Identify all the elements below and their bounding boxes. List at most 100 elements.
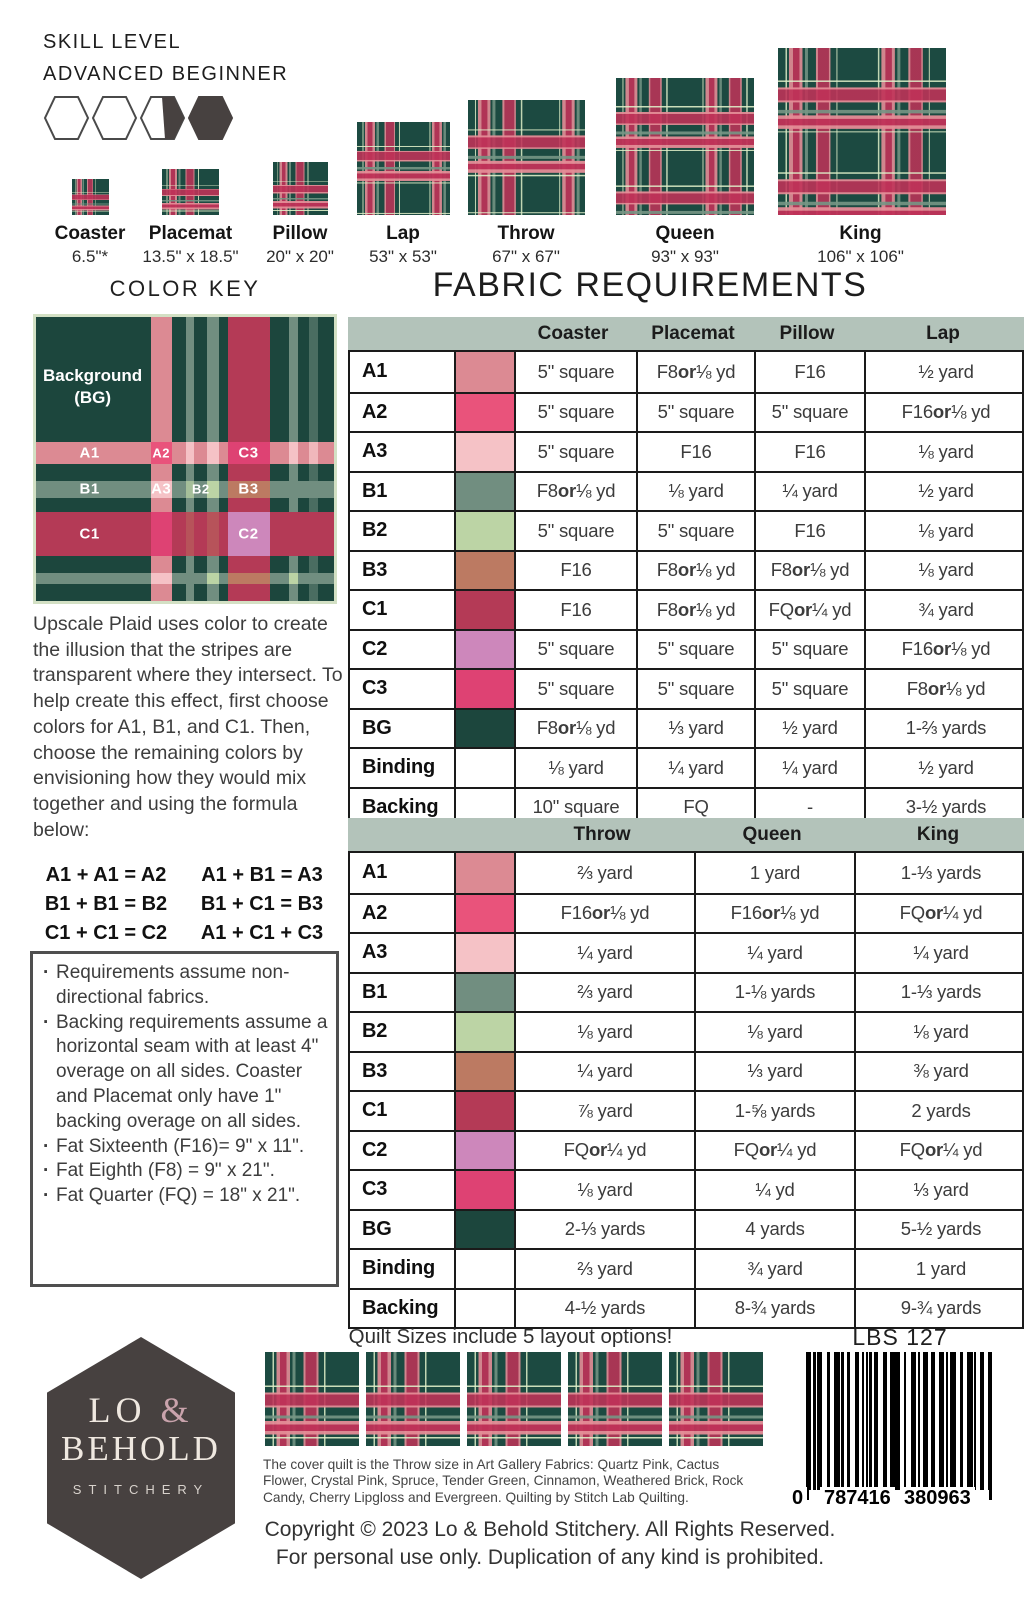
requirement-cell: F8 or ⅛ yd	[864, 670, 1026, 708]
ck-patch-c3	[227, 441, 270, 465]
column-header: Pillow	[779, 322, 835, 344]
quilt-size-item: Placemat 13.5" x 18.5"	[128, 169, 253, 267]
fabric-swatch	[454, 472, 514, 510]
quilt-size-thumbnail	[272, 162, 328, 215]
column-header: Placemat	[651, 322, 735, 344]
ck-label-a1: A1	[79, 444, 100, 462]
ck-patch	[185, 512, 194, 557]
table-row: C3 5" square 5" square 5" square F8 or ⅛…	[350, 668, 1022, 708]
requirement-cell: FQ	[636, 788, 754, 826]
table-row: A2 5" square 5" square 5" square F16 or …	[350, 391, 1022, 431]
fabric-swatch	[454, 670, 514, 708]
table-row: A1 ⅔ yard 1 yard 1-⅓ yards	[350, 853, 1022, 893]
ck-patch	[288, 441, 299, 465]
ck-patch	[206, 573, 219, 585]
fabric-label: C1	[362, 598, 388, 621]
fabric-label: C3	[362, 677, 388, 700]
quilt-size-item: Coaster 6.5"*	[30, 179, 150, 267]
color-formula: C1 + C1 = C2	[44, 922, 168, 944]
quilt-size-name: Lap	[386, 223, 420, 244]
layout-options-note: Quilt Sizes include 5 layout options!	[348, 1325, 673, 1348]
quilt-size-thumbnail	[356, 122, 450, 215]
quilt-size-name: Queen	[655, 223, 715, 244]
requirement-cell: ½ yard	[754, 709, 864, 747]
requirement-cell: ½ yard	[864, 472, 1026, 510]
barcode-guard-bar	[989, 1352, 992, 1500]
requirement-cell: 1-⅛ yards	[694, 973, 854, 1011]
table-row: C2 5" square 5" square 5" square F16 or …	[350, 628, 1022, 668]
fabric-swatch	[454, 512, 514, 550]
quilt-size-name: Placemat	[148, 223, 233, 244]
table-row: Backing 4-½ yards 8-¾ yards 9-¾ yards	[350, 1287, 1022, 1327]
fabric-table-small-sizes: Coaster Placemat Pillow Lap A1 5" square…	[348, 317, 1024, 828]
requirement-cell: 5" square	[636, 393, 754, 431]
quilt-size-dimensions: 53" x 53"	[369, 247, 437, 266]
table-body: A1 5" square F8 or ⅛ yd F16 ½ yard A2 5"…	[348, 350, 1024, 828]
requirement-cell: ¾ yard	[694, 1250, 854, 1288]
requirement-cell: ⅔ yard	[514, 973, 694, 1011]
ck-patch-b3	[227, 481, 270, 498]
requirement-cell: 1-⅔ yards	[864, 709, 1026, 747]
ck-stripe-sage-bottom	[36, 573, 334, 585]
fabric-label: A1	[362, 360, 388, 383]
fabric-label: Binding	[362, 1257, 436, 1280]
ck-label-c3: C3	[238, 444, 259, 462]
fabric-label: B1	[362, 980, 388, 1003]
fabric-requirements-title: FABRIC REQUIREMENTS	[432, 266, 868, 304]
table-row: Binding ⅔ yard ¾ yard 1 yard	[350, 1248, 1022, 1288]
requirement-cell: ⅔ yard	[514, 1250, 694, 1288]
fabric-label: B1	[362, 479, 388, 502]
table-row: B1 F8 or ⅛ yd ⅛ yard ¼ yard ½ yard	[350, 470, 1022, 510]
ck-patch-a3	[150, 481, 172, 498]
requirement-cell: ¼ yard	[854, 934, 1026, 972]
requirement-cell: ¼ yard	[754, 749, 864, 787]
table-row: A2 F16 or ⅛ yd F16 or ⅛ yd FQ or ¼ yd	[350, 892, 1022, 932]
requirement-cell: ⅞ yard	[514, 1092, 694, 1130]
requirement-cell: F16	[754, 433, 864, 471]
ck-label-a2: A2	[152, 445, 170, 461]
requirement-cell: 5" square	[514, 512, 636, 550]
fabric-swatch	[454, 973, 514, 1011]
requirement-cell: 5" square	[754, 670, 864, 708]
ck-label-b3: B3	[238, 480, 259, 498]
ck-patch	[227, 573, 270, 585]
skill-level-value: ADVANCED BEGINNER	[43, 63, 289, 85]
ck-label-c2: C2	[238, 525, 259, 543]
note-item: Fat Quarter (FQ) = 18" x 21".	[41, 1184, 328, 1209]
barcode: 0 787416 380963	[788, 1352, 1000, 1512]
requirement-cell: ⅛ yard	[864, 551, 1026, 589]
ck-patch-a2	[150, 441, 172, 465]
table-row: B3 F16 F8 or ⅛ yd F8 or ⅛ yd ⅛ yard	[350, 549, 1022, 589]
layout-thumbnail	[568, 1352, 662, 1446]
requirement-cell: 5" square	[636, 630, 754, 668]
requirement-cell: F16 or ⅛ yd	[694, 894, 854, 932]
color-formula: B1 + C1 = B3	[200, 893, 324, 915]
ck-label-background: Background (BG)	[43, 366, 143, 408]
ck-stripe-c1	[36, 512, 334, 557]
requirement-cell: ⅜ yard	[854, 1052, 1026, 1090]
column-header: Throw	[573, 823, 631, 845]
requirement-cell: ¾ yard	[864, 591, 1026, 629]
requirement-cell: ⅓ yard	[636, 709, 754, 747]
requirement-cell: 2-⅓ yards	[514, 1210, 694, 1248]
requirement-cell: 5-½ yards	[854, 1210, 1026, 1248]
requirement-cell: FQ or ¼ yd	[854, 1131, 1026, 1169]
note-item: Fat Eighth (F8) = 9" x 21".	[41, 1159, 328, 1184]
quilt-size-thumbnail	[467, 100, 585, 215]
ck-patch	[206, 441, 219, 465]
requirement-cell: ⅛ yard	[864, 512, 1026, 550]
fabric-label: A3	[362, 941, 388, 964]
barcode-digit-lead: 0	[788, 1487, 808, 1510]
requirement-cell: 5" square	[636, 512, 754, 550]
fabric-swatch	[454, 749, 514, 787]
color-key-diagram: Background (BG) A1 A2 C3 B1 A3 B2 B3 C1 …	[33, 314, 337, 604]
quilt-size-name: King	[839, 223, 882, 244]
requirement-cell: ⅛ yard	[514, 749, 636, 787]
requirement-cell: 5" square	[514, 670, 636, 708]
ck-label-a3: A3	[151, 480, 172, 498]
barcode-guard-bar	[806, 1352, 809, 1500]
fabric-label: A1	[362, 861, 388, 884]
requirement-cell: F16	[754, 512, 864, 550]
requirement-cell: 4 yards	[694, 1210, 854, 1248]
